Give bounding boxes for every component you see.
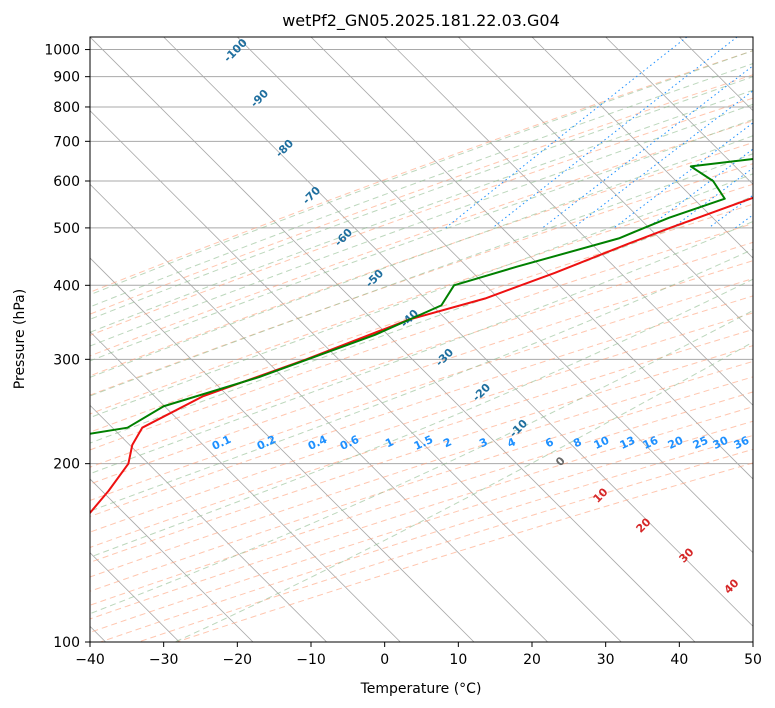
y-tick-label: 900 bbox=[53, 70, 80, 86]
isotherm-line bbox=[90, 37, 696, 642]
isotherm-line bbox=[90, 110, 622, 642]
chart-title: wetPf2_GN05.2025.181.22.03.G04 bbox=[282, 11, 560, 31]
mixing-ratio-line bbox=[445, 37, 688, 229]
x-tick-label: −10 bbox=[296, 652, 326, 668]
isotherm-line bbox=[90, 478, 254, 642]
moist-adiabat-line bbox=[90, 173, 753, 419]
y-tick-label: 500 bbox=[53, 221, 80, 237]
isotherm-line bbox=[90, 331, 401, 642]
moist-adiabat-line bbox=[90, 76, 753, 320]
y-tick-label: 700 bbox=[53, 134, 80, 150]
isotherm-line bbox=[310, 37, 753, 480]
dry-adiabat-line bbox=[90, 328, 753, 548]
x-tick-label: 30 bbox=[597, 652, 615, 668]
mixing-ratio-label: 36 bbox=[732, 434, 752, 452]
moist-adiabat-line bbox=[90, 153, 753, 397]
x-tick-label: −40 bbox=[75, 652, 105, 668]
moist-adiabat-line bbox=[90, 248, 753, 512]
moist-adiabat-line bbox=[90, 89, 753, 333]
isotherm-line bbox=[384, 37, 753, 406]
moist-adiabat-line bbox=[90, 118, 753, 362]
moist-adiabat-line bbox=[90, 278, 753, 558]
y-tick-label: 600 bbox=[53, 174, 80, 190]
isotherm-line bbox=[531, 37, 753, 259]
profile-series bbox=[90, 158, 753, 515]
y-tick-label: 200 bbox=[53, 457, 80, 473]
mixing-ratio-label: 10 bbox=[592, 434, 612, 452]
mixing-ratio-line bbox=[572, 90, 753, 229]
mixing-ratio-label: 25 bbox=[691, 434, 710, 452]
dry-adiabat-line bbox=[138, 448, 753, 642]
y-axis-label: Pressure (hPa) bbox=[12, 289, 28, 389]
y-tick-label: 400 bbox=[53, 278, 80, 294]
plot-area: -100-90-80-70-60-50-40-30-20-100.1 0.2 0.4… bbox=[90, 37, 753, 642]
plot-frame bbox=[89, 36, 754, 643]
dry-adiabat-line bbox=[90, 142, 753, 377]
x-tick-label: −30 bbox=[149, 652, 179, 668]
isotherm-line bbox=[90, 404, 327, 642]
mixing-ratio-label: 30 bbox=[711, 434, 731, 452]
mixing-ratio-line bbox=[708, 194, 753, 229]
dry-adiabat-line bbox=[176, 462, 753, 642]
temperature-profile-line bbox=[90, 196, 753, 515]
x-axis-ticks: −40 −30 −20 −10 0 10 20 30 40 50 bbox=[75, 642, 762, 668]
x-axis-label: Temperature (°C) bbox=[360, 681, 482, 697]
x-tick-label: 40 bbox=[670, 652, 688, 668]
y-axis-ticks: 100 200 300 400 500 600 700 800 900 1000 bbox=[44, 43, 90, 651]
isobar-gridlines bbox=[90, 49, 753, 642]
isotherm-line bbox=[163, 37, 753, 627]
dewpoint-profile-line bbox=[90, 158, 753, 435]
moist-adiabat-line bbox=[90, 220, 753, 475]
isotherm-line bbox=[237, 37, 753, 554]
y-tick-label: 300 bbox=[53, 352, 80, 368]
x-tick-label: 0 bbox=[380, 652, 389, 668]
dry-adiabat-line bbox=[100, 434, 753, 642]
isotherm-line bbox=[605, 37, 753, 185]
x-tick-label: −20 bbox=[223, 652, 253, 668]
dry-adiabat-line bbox=[90, 97, 753, 336]
y-tick-label: 800 bbox=[53, 100, 80, 116]
mixing-ratio-label: 20 bbox=[666, 434, 686, 452]
dry-adiabat-line bbox=[90, 420, 753, 633]
mixing-ratio-line bbox=[542, 65, 753, 229]
isotherm-line bbox=[90, 257, 475, 642]
mixing-ratio-label: 16 bbox=[641, 434, 661, 452]
mixing-ratio-line bbox=[647, 148, 753, 229]
isotherm-line bbox=[90, 183, 548, 642]
mixing-ratio-lines bbox=[445, 37, 753, 229]
dry-adiabat-line bbox=[90, 345, 753, 563]
x-tick-label: 50 bbox=[744, 652, 762, 668]
mixing-ratio-label: 13 bbox=[618, 434, 637, 452]
x-tick-label: 10 bbox=[449, 652, 467, 668]
y-tick-label: 100 bbox=[53, 635, 80, 651]
y-tick-label: 1000 bbox=[44, 43, 80, 59]
dry-adiabat-line bbox=[90, 50, 753, 293]
x-tick-label: 20 bbox=[523, 652, 541, 668]
